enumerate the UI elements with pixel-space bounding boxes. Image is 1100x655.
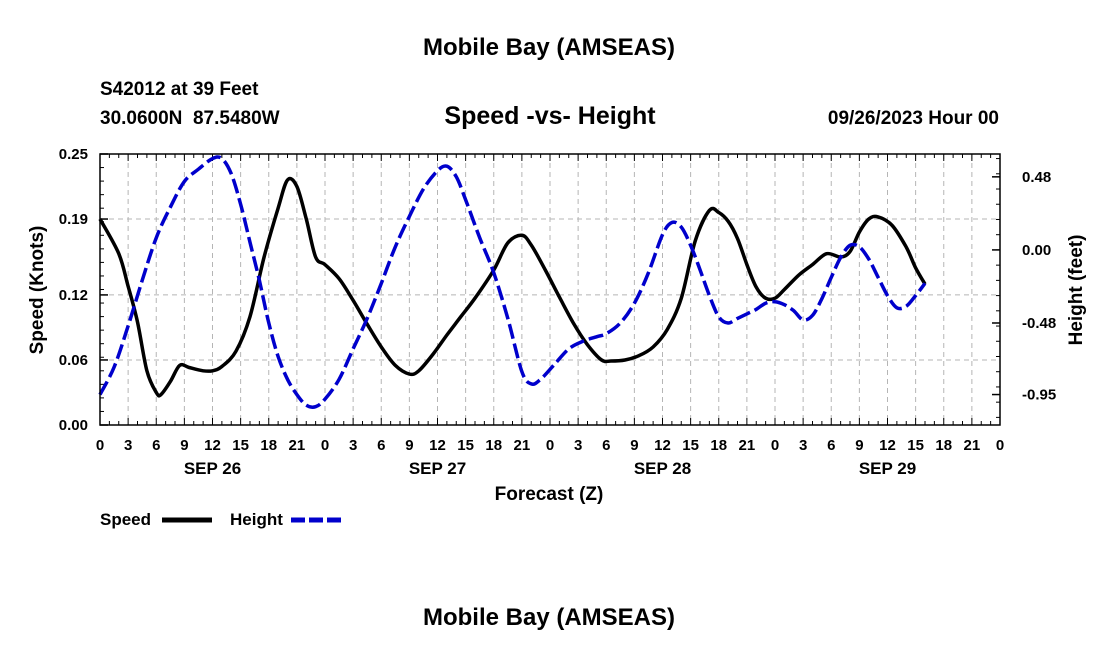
y-right-tick-label: 0.00 xyxy=(1022,242,1051,259)
x-tick-label: 18 xyxy=(935,437,952,454)
x-tick-label: 9 xyxy=(630,437,638,454)
x-tick-label: 21 xyxy=(739,437,756,454)
x-tick-label: 0 xyxy=(546,437,554,454)
plot-frame xyxy=(99,153,1001,426)
legend: Speed Height xyxy=(100,510,342,529)
x-day-label: SEP 28 xyxy=(634,459,691,478)
chart-title: Speed -vs- Height xyxy=(444,102,656,130)
y-left-tick-label: 0.25 xyxy=(59,146,88,163)
legend-height-label: Height xyxy=(230,510,283,529)
bottom-title: Mobile Bay (AMSEAS) xyxy=(423,604,675,631)
top-title: Mobile Bay (AMSEAS) xyxy=(423,34,675,61)
x-tick-label: 18 xyxy=(260,437,277,454)
x-tick-label: 15 xyxy=(232,437,249,454)
y-left-tick-label: 0.06 xyxy=(59,352,88,369)
grid-lines xyxy=(100,154,1000,425)
y-left-tick-label: 0.00 xyxy=(59,417,88,434)
x-tick-label: 0 xyxy=(96,437,104,454)
x-tick-label: 12 xyxy=(654,437,671,454)
x-tick-label: 0 xyxy=(321,437,329,454)
x-tick-label: 6 xyxy=(152,437,160,454)
x-tick-label: 9 xyxy=(855,437,863,454)
run-time-label: 09/26/2023 Hour 00 xyxy=(828,108,999,129)
x-tick-label: 18 xyxy=(485,437,502,454)
x-tick-label: 15 xyxy=(907,437,924,454)
x-tick-label: 9 xyxy=(405,437,413,454)
y-axis-label-right: Height (feet) xyxy=(1066,235,1087,346)
x-tick-label: 21 xyxy=(964,437,981,454)
x-tick-label: 3 xyxy=(574,437,582,454)
axis-labels: 0.25 0.19 0.12 0.06 0.00 0.48 0.00 -0.48 -0.95 0 3… xyxy=(59,146,1056,478)
series-group xyxy=(98,155,927,409)
y-right-tick-label: 0.48 xyxy=(1022,169,1051,186)
x-tick-label: 15 xyxy=(457,437,474,454)
x-tick-label: 9 xyxy=(180,437,188,454)
x-tick-label: 6 xyxy=(377,437,385,454)
x-tick-label: 12 xyxy=(204,437,221,454)
x-day-label: SEP 26 xyxy=(184,459,241,478)
x-tick-label: 6 xyxy=(602,437,610,454)
y-axis-label-left: Speed (Knots) xyxy=(27,226,48,355)
x-tick-label: 21 xyxy=(289,437,306,454)
x-tick-label: 6 xyxy=(827,437,835,454)
x-tick-label: 21 xyxy=(514,437,531,454)
x-tick-label: 3 xyxy=(349,437,357,454)
y-right-tick-label: -0.48 xyxy=(1022,315,1056,332)
series-line-height xyxy=(98,155,927,409)
y-left-tick-label: 0.12 xyxy=(59,287,88,304)
x-tick-label: 3 xyxy=(124,437,132,454)
x-tick-label: 12 xyxy=(429,437,446,454)
x-tick-label: 18 xyxy=(710,437,727,454)
x-tick-label: 0 xyxy=(771,437,779,454)
x-day-label: SEP 27 xyxy=(409,459,466,478)
x-tick-label: 15 xyxy=(682,437,699,454)
x-tick-label: 0 xyxy=(996,437,1004,454)
x-axis-label: Forecast (Z) xyxy=(495,484,604,505)
x-tick-label: 3 xyxy=(799,437,807,454)
x-tick-label: 12 xyxy=(879,437,896,454)
series-line-speed xyxy=(98,176,927,398)
y-left-tick-label: 0.19 xyxy=(59,211,88,228)
station-label: S42012 at 39 Feet xyxy=(100,79,259,100)
x-day-label: SEP 29 xyxy=(859,459,916,478)
legend-speed-label: Speed xyxy=(100,510,151,529)
coords-label: 30.0600N 87.5480W xyxy=(100,108,280,129)
y-right-tick-label: -0.95 xyxy=(1022,387,1056,404)
